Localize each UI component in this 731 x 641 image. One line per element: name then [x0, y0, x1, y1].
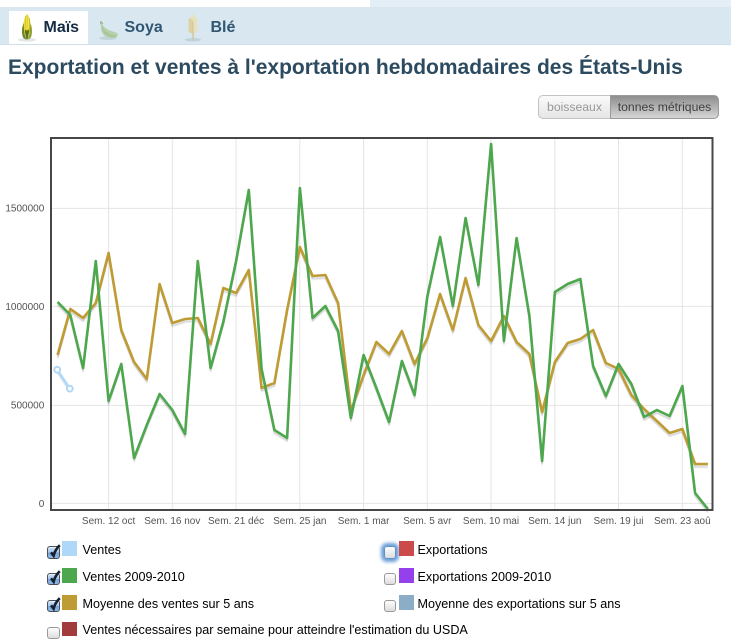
- svg-text:Sem. 14 jun: Sem. 14 jun: [528, 516, 581, 527]
- svg-text:Sem. 5 avr: Sem. 5 avr: [403, 516, 452, 527]
- svg-text:Sem. 12 oct: Sem. 12 oct: [82, 516, 136, 527]
- svg-text:1000000: 1000000: [5, 302, 44, 313]
- svg-text:1500000: 1500000: [5, 204, 44, 215]
- svg-text:Sem. 23 aoû: Sem. 23 aoû: [654, 516, 711, 527]
- svg-text:Sem. 16 nov: Sem. 16 nov: [144, 516, 200, 527]
- svg-text:Sem. 21 déc: Sem. 21 déc: [208, 516, 264, 527]
- svg-text:Sem. 19 jui: Sem. 19 jui: [593, 516, 643, 527]
- svg-text:Sem. 25 jan: Sem. 25 jan: [273, 516, 326, 527]
- svg-text:Sem. 1 mar: Sem. 1 mar: [338, 516, 390, 527]
- svg-text:0: 0: [39, 499, 45, 510]
- svg-text:500000: 500000: [11, 401, 45, 412]
- svg-text:Sem. 10 mai: Sem. 10 mai: [463, 516, 519, 527]
